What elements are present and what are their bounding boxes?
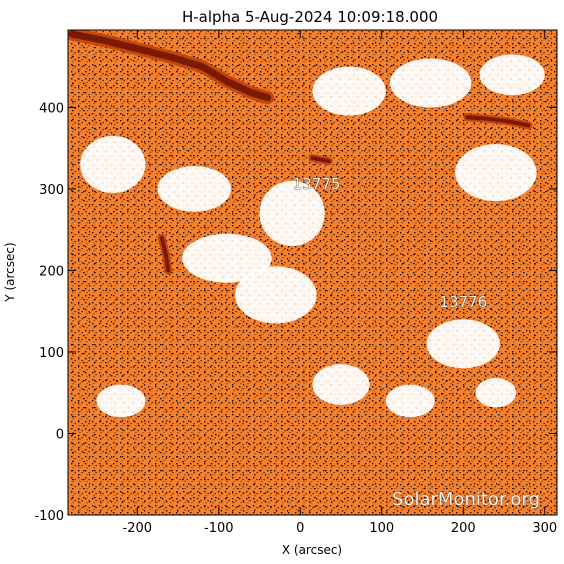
plage-region bbox=[385, 384, 435, 418]
axis-ticks: -200 -100 0 100 200 300 -100 0 100 200 300 400 bbox=[34, 30, 557, 536]
plage-region bbox=[96, 384, 146, 418]
y-tick-label: 400 bbox=[39, 101, 64, 116]
plage-region bbox=[389, 58, 472, 108]
x-tick-label: 0 bbox=[296, 521, 304, 536]
plot-frame bbox=[67, 29, 558, 516]
plage-region bbox=[479, 54, 545, 96]
watermark: SolarMonitor.org bbox=[392, 489, 540, 510]
y-tick-label: 0 bbox=[56, 427, 64, 442]
y-tick-label: 300 bbox=[39, 183, 64, 198]
filament bbox=[310, 156, 331, 164]
y-tick-label: 100 bbox=[39, 346, 64, 361]
filament bbox=[465, 115, 531, 128]
chart-title: H-alpha 5-Aug-2024 10:09:18.000 bbox=[182, 8, 438, 26]
plage-region bbox=[259, 180, 325, 247]
x-tick-label: 100 bbox=[369, 521, 394, 536]
plage-region bbox=[235, 266, 317, 324]
plot-area bbox=[68, 30, 557, 515]
plage-region bbox=[455, 144, 537, 202]
active-region-labels: 13775 13776 bbox=[292, 175, 487, 312]
plage-region bbox=[80, 135, 146, 194]
active-region-label: 13776 bbox=[439, 293, 487, 311]
x-tick-label: 200 bbox=[451, 521, 476, 536]
x-tick-label: -200 bbox=[123, 521, 153, 536]
active-region-label: 13775 bbox=[293, 175, 341, 193]
plage-region bbox=[312, 364, 370, 405]
plage-layer bbox=[80, 54, 545, 418]
plage-region bbox=[157, 166, 231, 212]
y-tick-label: 200 bbox=[39, 264, 64, 279]
plage-region bbox=[475, 378, 517, 408]
x-tick-label: -100 bbox=[204, 521, 234, 536]
x-axis-label: X (arcsec) bbox=[282, 543, 342, 557]
speckle-texture-2 bbox=[68, 30, 557, 515]
plage-region bbox=[426, 319, 500, 369]
filament bbox=[68, 30, 272, 102]
plage-region bbox=[182, 233, 272, 283]
y-tick-label: -100 bbox=[34, 509, 64, 524]
filament bbox=[159, 235, 171, 273]
y-axis-label: Y (arcsec) bbox=[3, 242, 17, 302]
plage-region bbox=[312, 66, 386, 116]
filament-layer bbox=[68, 30, 533, 275]
x-tick-label: 300 bbox=[532, 521, 557, 536]
